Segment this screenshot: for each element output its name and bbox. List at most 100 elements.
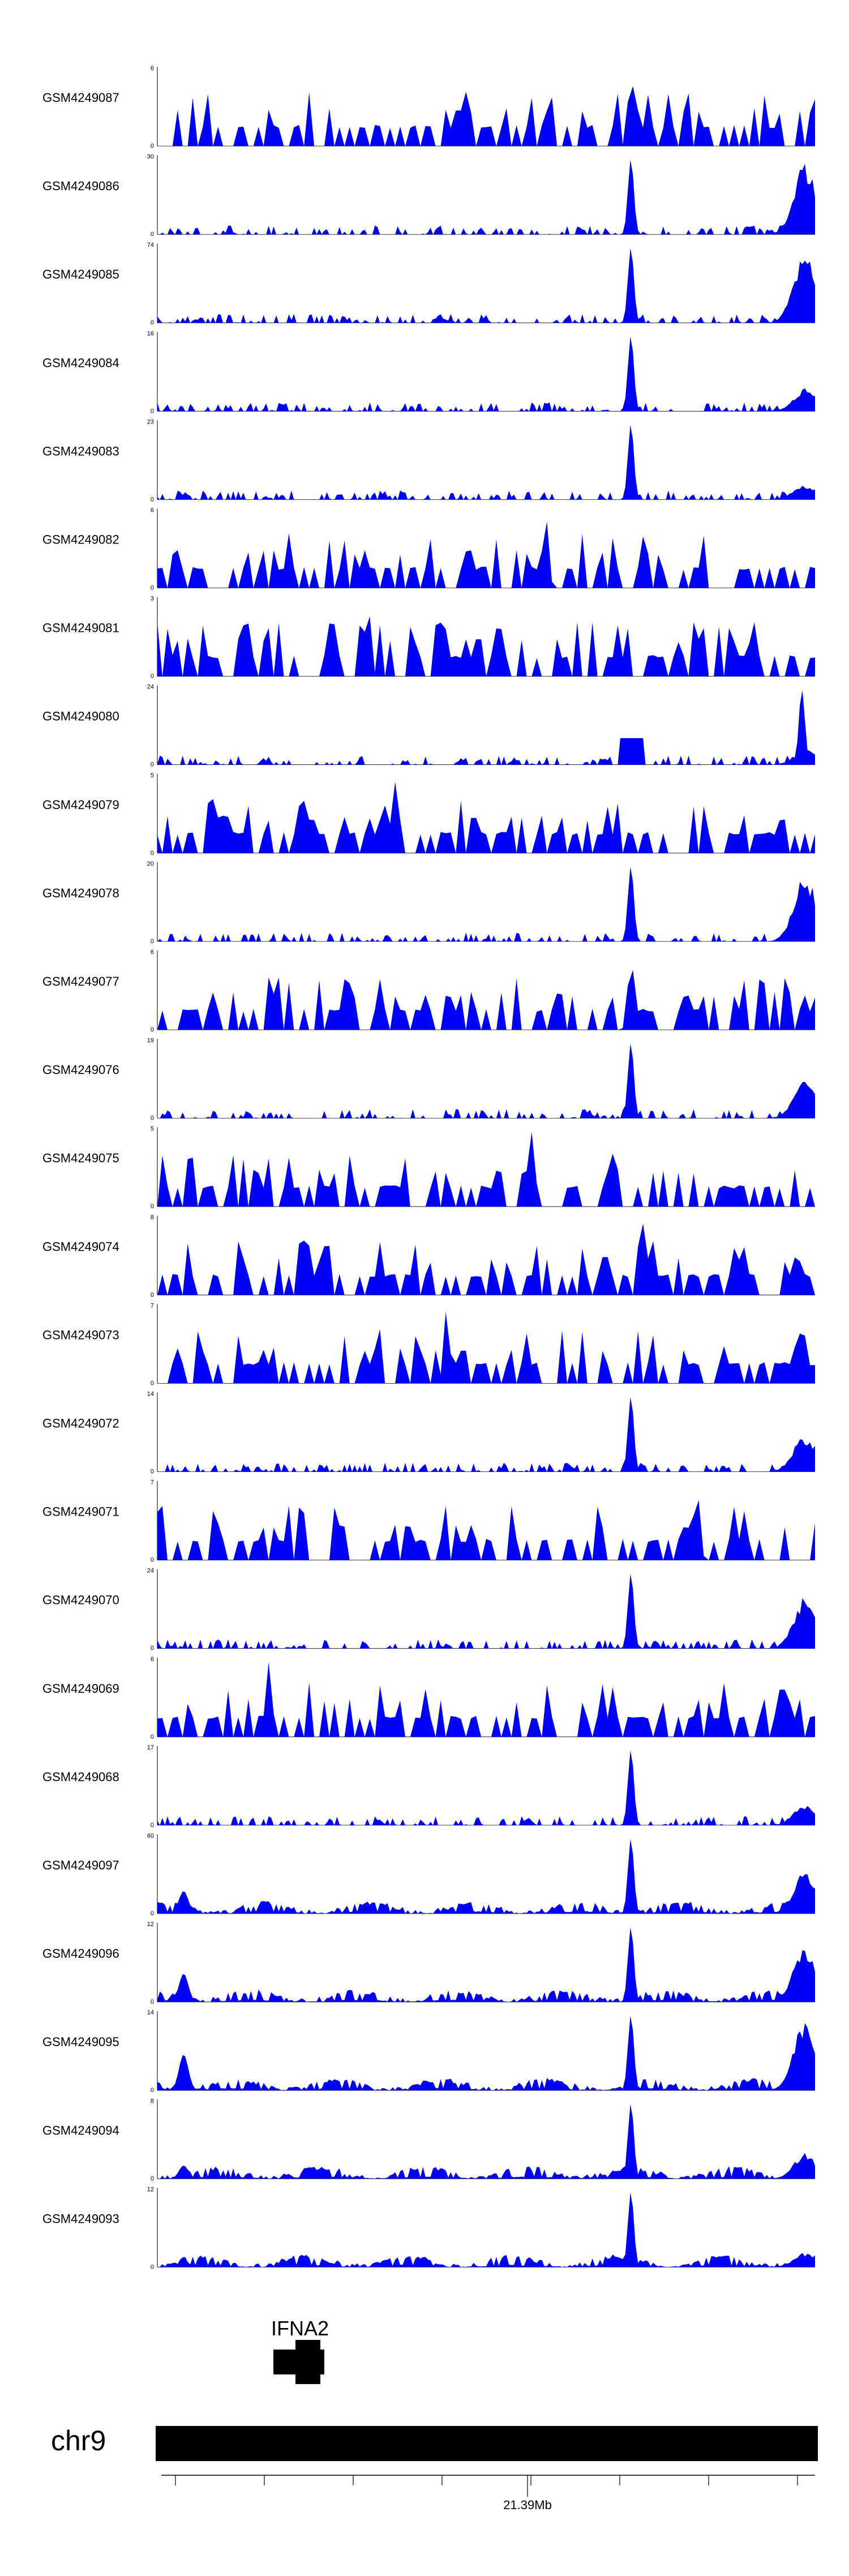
track-signal-area xyxy=(157,1662,815,1737)
track-min-label: 0 xyxy=(151,1291,154,1298)
track-min-label: 0 xyxy=(151,938,154,945)
track: GSM4249087 6 0 xyxy=(42,65,815,149)
track-signal-area xyxy=(157,160,815,235)
track-signal-area xyxy=(157,1839,815,1914)
track-min-label: 0 xyxy=(151,1203,154,1210)
signal-tracks: GSM424908760GSM4249086300GSM4249085740GS… xyxy=(42,65,815,2270)
track-label: GSM4249094 xyxy=(42,2123,119,2137)
track-label: GSM4249084 xyxy=(42,356,119,370)
track-min-label: 0 xyxy=(151,1557,154,1564)
track-label: GSM4249095 xyxy=(42,2035,119,2049)
track-signal-area xyxy=(157,1927,815,2002)
track-max-label: 6 xyxy=(151,1656,154,1663)
track-label: GSM4249078 xyxy=(42,886,119,900)
track: GSM4249081 3 0 xyxy=(42,596,815,680)
track-max-label: 24 xyxy=(147,1568,154,1574)
track-label: GSM4249071 xyxy=(42,1505,119,1519)
track-signal-area xyxy=(157,781,815,853)
track: GSM4249085 74 0 xyxy=(42,242,815,326)
track-max-label: 16 xyxy=(147,330,154,337)
track-signal-area xyxy=(157,2016,815,2091)
track-signal-area xyxy=(157,1132,815,1207)
track-signal-area xyxy=(157,425,815,500)
gene-exon xyxy=(295,2340,320,2384)
track-signal-area xyxy=(157,970,815,1030)
track-signal-area xyxy=(157,336,815,412)
track: GSM4249096 12 0 xyxy=(42,1921,815,2005)
track-max-label: 8 xyxy=(151,1214,154,1221)
axis-tick-label: 21.39Mb xyxy=(503,2498,552,2512)
track-max-label: 23 xyxy=(147,418,154,425)
track-max-label: 30 xyxy=(147,153,154,160)
track-max-label: 6 xyxy=(151,949,154,956)
track-label: GSM4249076 xyxy=(42,1063,119,1077)
track: GSM4249078 20 0 xyxy=(42,861,815,945)
track-max-label: 20 xyxy=(147,861,154,867)
track-signal-area xyxy=(157,86,815,146)
track: GSM4249093 12 0 xyxy=(42,2186,815,2270)
track-label: GSM4249087 xyxy=(42,91,119,105)
track-min-label: 0 xyxy=(151,1380,154,1387)
track-label: GSM4249081 xyxy=(42,621,119,635)
track: GSM4249094 8 0 xyxy=(42,2098,815,2182)
track-min-label: 0 xyxy=(151,761,154,768)
track: GSM4249077 6 0 xyxy=(42,949,815,1033)
track-max-label: 7 xyxy=(151,1479,154,1486)
track-min-label: 0 xyxy=(151,2263,154,2270)
track-label: GSM4249068 xyxy=(42,1770,119,1784)
track-max-label: 24 xyxy=(147,684,154,691)
track-label: GSM4249080 xyxy=(42,709,119,724)
track: GSM4249073 7 0 xyxy=(42,1302,815,1387)
track-label: GSM4249096 xyxy=(42,1946,119,1961)
track-min-label: 0 xyxy=(151,319,154,326)
track-signal-area xyxy=(157,248,815,323)
track-label: GSM4249070 xyxy=(42,1593,119,1607)
track-min-label: 0 xyxy=(151,585,154,592)
track-min-label: 0 xyxy=(151,496,154,503)
track-label: GSM4249079 xyxy=(42,798,119,812)
track-signal-area xyxy=(157,1750,815,1825)
track-label: GSM4249086 xyxy=(42,179,119,193)
track-signal-area xyxy=(157,690,815,765)
track-max-label: 5 xyxy=(151,1126,154,1132)
track-min-label: 0 xyxy=(151,1115,154,1122)
track-min-label: 0 xyxy=(151,1910,154,1917)
track: GSM4249082 6 0 xyxy=(42,507,815,592)
track-min-label: 0 xyxy=(151,2175,154,2182)
track-min-label: 0 xyxy=(151,850,154,857)
chromosome-label: chr9 xyxy=(51,2425,106,2457)
track-label: GSM4249069 xyxy=(42,1681,119,1696)
track-label: GSM4249085 xyxy=(42,267,119,281)
track-signal-area xyxy=(157,521,815,588)
track-max-label: 74 xyxy=(147,242,154,249)
chromosome-bar xyxy=(156,2426,818,2461)
track-signal-area xyxy=(157,1500,815,1560)
track: GSM4249095 14 0 xyxy=(42,2009,815,2094)
gene-annotation: IFNA2 xyxy=(271,2317,329,2384)
track-label: GSM4249093 xyxy=(42,2211,119,2226)
track-max-label: 6 xyxy=(151,65,154,72)
chromosome-ideogram: chr9 xyxy=(51,2425,818,2461)
track-min-label: 0 xyxy=(151,231,154,238)
track: GSM4249086 30 0 xyxy=(42,153,815,238)
track: GSM4249068 17 0 xyxy=(42,1744,815,1829)
track: GSM4249075 5 0 xyxy=(42,1126,815,1210)
track-label: GSM4249074 xyxy=(42,1239,119,1253)
track: GSM4249070 24 0 xyxy=(42,1568,815,1652)
coordinate-axis: 21.39Mb xyxy=(161,2475,815,2512)
track-label: GSM4249097 xyxy=(42,1858,119,1872)
track-signal-area xyxy=(157,2104,815,2179)
track-min-label: 0 xyxy=(151,2087,154,2094)
track: GSM4249072 14 0 xyxy=(42,1391,815,1475)
track-max-label: 6 xyxy=(151,507,154,514)
track: GSM4249076 19 0 xyxy=(42,1037,815,1122)
track: GSM4249074 8 0 xyxy=(42,1214,815,1298)
track-min-label: 0 xyxy=(151,1645,154,1652)
track-signal-area xyxy=(157,1043,815,1119)
track-max-label: 7 xyxy=(151,1302,154,1309)
track: GSM4249071 7 0 xyxy=(42,1479,815,1564)
track-min-label: 0 xyxy=(151,1734,154,1740)
track-min-label: 0 xyxy=(151,1822,154,1829)
track-min-label: 0 xyxy=(151,673,154,680)
